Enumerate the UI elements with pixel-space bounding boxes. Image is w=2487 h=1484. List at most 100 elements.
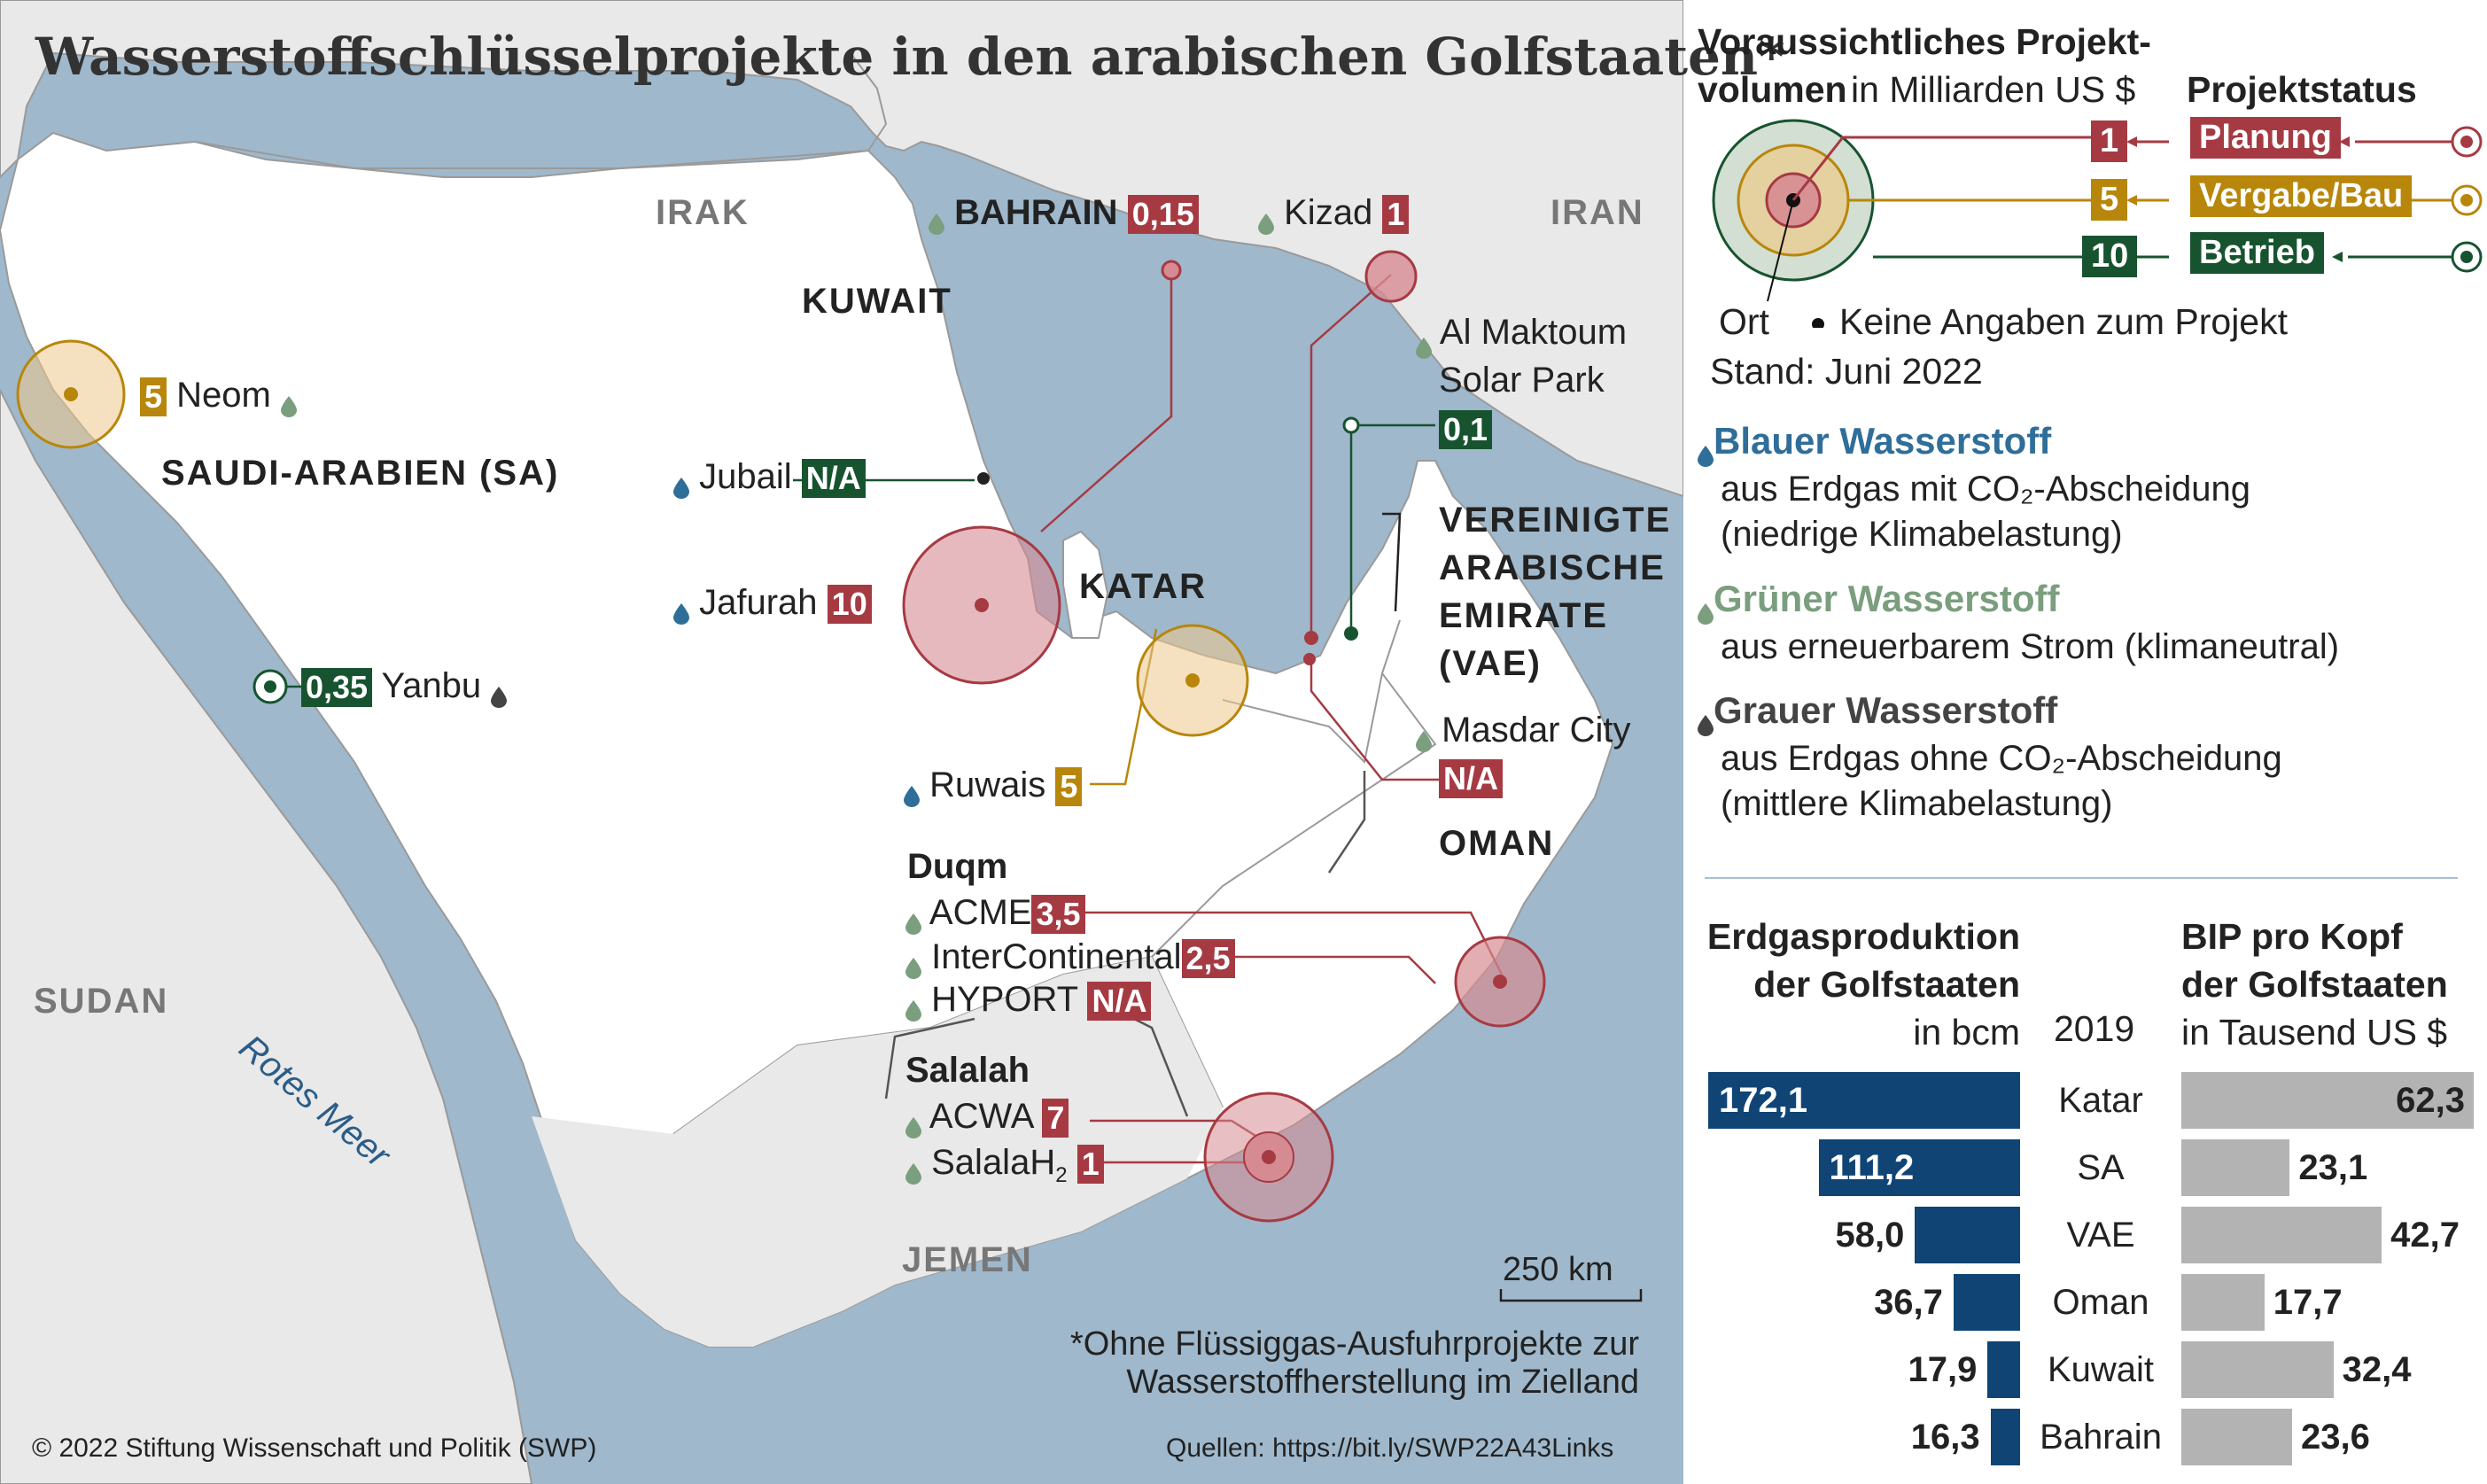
gas-unit: in bcm <box>1913 1012 2020 1053</box>
value-badge: N/A <box>801 459 866 499</box>
value-badge: 5 <box>140 377 167 417</box>
gdp-bar-sa <box>2181 1139 2290 1196</box>
green-h2-name: Grüner Wasserstoff <box>1714 578 2060 619</box>
blue-drop-icon <box>1698 433 1714 467</box>
gas-bar-vae <box>1915 1207 2020 1263</box>
value-badge: 3,5 <box>1031 895 1085 935</box>
gdp-heading-1: BIP pro Kopf <box>2181 916 2403 957</box>
green-drop-icon <box>905 948 921 980</box>
project-acwa: ACWA 7 <box>905 1097 1069 1139</box>
legend-size-diagram <box>1712 119 2483 328</box>
project-name: Yanbu <box>381 666 482 705</box>
project-name: Jafurah <box>699 583 818 622</box>
value-badge: 0,1 <box>1439 410 1493 450</box>
value-badge: N/A <box>1439 759 1503 799</box>
gas-bar-oman <box>1953 1274 2020 1331</box>
gas-chart-heading: Erdgasproduktion der Golfstaaten in bcm <box>1683 913 2020 1056</box>
category-label-katar: Katar <box>2058 1081 2143 1120</box>
grey-drop-icon <box>491 677 508 709</box>
project-salalah-h2: SalalaH2 1 <box>905 1143 1104 1188</box>
sources: Quellen: https://bit.ly/SWP22A43Links <box>1166 1433 1614 1463</box>
land-north <box>0 0 1683 498</box>
legend-volume-heading-2: volumen in Milliarden US $ <box>1698 69 2135 111</box>
value-badge: N/A <box>1087 982 1152 1022</box>
country-label-irak: IRAK <box>656 193 750 232</box>
vae-line-2: ARABISCHE <box>1439 548 1666 587</box>
circle-kizad <box>1364 250 1418 303</box>
project-name: Masdar City <box>1442 711 1631 750</box>
gas-value-label: 36,7 <box>1874 1283 1943 1322</box>
project-name: SalalaH <box>931 1143 1056 1182</box>
category-label-oman: Oman <box>2052 1283 2149 1322</box>
project-ruwais: Ruwais 5 <box>904 765 1083 808</box>
project-name: InterContinental <box>931 937 1182 976</box>
legend-volume-heading-1: Voraussichtliches Projekt- <box>1698 21 2151 62</box>
year-label: 2019 <box>2054 1008 2135 1049</box>
category-label-kuwait: Kuwait <box>2047 1350 2155 1389</box>
gdp-bar-vae <box>2181 1207 2382 1263</box>
value-badge: 10 <box>827 585 872 625</box>
legend-volume-unit: in Milliarden US $ <box>1851 69 2136 110</box>
land-arabia <box>0 131 1614 1348</box>
country-label-oman: OMAN <box>1439 824 1555 863</box>
border-uae <box>1222 619 1401 765</box>
legend-ort: Ort <box>1719 301 1769 342</box>
project-name: HYPORT <box>931 980 1078 1019</box>
map <box>0 0 1683 1484</box>
gdp-bar-kuwait <box>2181 1341 2334 1398</box>
gdp-unit: in Tausend US $ <box>2181 1012 2448 1053</box>
footnote: *Ohne Flüssiggas-Ausfuhrprojekte zur Was… <box>966 1325 1639 1402</box>
project-name: Kizad <box>1284 193 1373 232</box>
size-badge-1: 1 <box>2091 120 2128 162</box>
green-drop-icon <box>905 1107 921 1139</box>
country-label-kuwait: KUWAIT <box>802 282 952 321</box>
gdp-value-label: 23,6 <box>2301 1418 2370 1457</box>
project-kizad: Kizad 1 <box>1258 193 1410 236</box>
country-label-jemen: JEMEN <box>902 1240 1033 1279</box>
project-name: Jubail <box>699 457 792 496</box>
blue-h2-desc-2: (niedrige Klimabelastung) <box>1721 515 2123 554</box>
green-drop-icon <box>905 1154 921 1185</box>
legend-grey-h2: Grauer Wasserstoff aus Erdgas ohne CO₂-A… <box>1698 689 2282 824</box>
vae-line-4: (VAE) <box>1439 644 1542 683</box>
project-bahrain: BAHRAIN 0,15 <box>929 193 1199 236</box>
green-drop-icon <box>280 386 297 418</box>
project-name-2: Solar Park <box>1439 361 1605 400</box>
project-hyport: HYPORT N/A <box>905 980 1152 1022</box>
legend-green-h2: Grüner Wasserstoff aus erneuerbarem Stro… <box>1698 578 2339 667</box>
project-name: BAHRAIN <box>954 193 1118 232</box>
project-al-maktoum: Al Maktoum Solar Park 0,1 <box>1416 308 1627 452</box>
value-badge: 0,35 <box>301 668 373 708</box>
value-badge: 1 <box>1382 195 1410 235</box>
scale-bar <box>1499 1289 1643 1302</box>
gdp-value-label: 42,7 <box>2390 1216 2460 1255</box>
gdp-value-label: 62,3 <box>2396 1081 2465 1120</box>
status-vergabe-label: Vergabe/Bau <box>2190 175 2413 217</box>
gdp-bar-katar <box>2181 1072 2474 1129</box>
project-neom: 5 Neom <box>140 376 297 418</box>
country-label-sudan: SUDAN <box>34 982 169 1021</box>
blue-h2-desc-1: aus Erdgas mit CO₂-Abscheidung <box>1721 470 2251 509</box>
vae-line-3: EMIRATE <box>1439 596 1609 635</box>
country-label-katar: KATAR <box>1079 567 1208 606</box>
legend-status-heading: Projektstatus <box>2187 69 2417 110</box>
country-label-vae: VEREINIGTE ARABISCHE EMIRATE (VAE) <box>1439 496 1671 688</box>
project-acme: ACME 3,5 <box>905 893 1085 936</box>
salalah-heading: Salalah <box>905 1051 1030 1090</box>
country-label-iran: IRAN <box>1550 193 1644 232</box>
green-drop-icon <box>1258 204 1274 236</box>
legend-status-planung: Planung <box>2190 117 2341 159</box>
status-betrieb-label: Betrieb <box>2190 232 2324 274</box>
gas-value-label: 172,1 <box>1719 1081 1808 1120</box>
gas-heading-2: der Golfstaaten <box>1753 964 2020 1005</box>
gas-value-label: 111,2 <box>1829 1148 1915 1187</box>
value-badge: 2,5 <box>1181 939 1235 979</box>
legend-no-info: Keine Angaben zum Projekt <box>1839 301 2288 342</box>
circle-bahrain <box>1161 260 1182 281</box>
gdp-bar-bahrain <box>2181 1409 2292 1465</box>
no-info-marker-jubail <box>977 472 990 485</box>
blue-h2-name: Blauer Wasserstoff <box>1714 420 2052 462</box>
category-label-vae: VAE <box>2066 1216 2135 1255</box>
legend-blue-h2: Blauer Wasserstoff aus Erdgas mit CO₂-Ab… <box>1698 420 2250 555</box>
green-drop-icon <box>1416 323 1432 360</box>
